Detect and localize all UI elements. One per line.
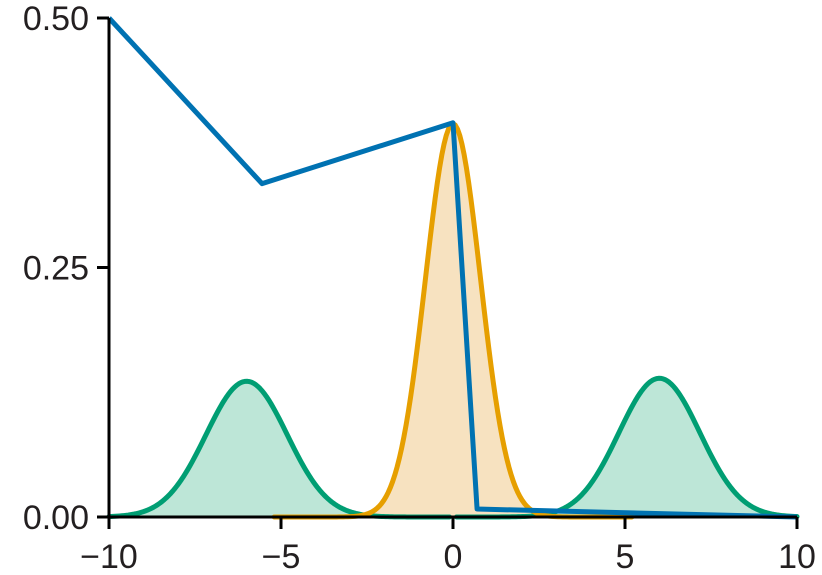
tick-layer: 0.00 0.25 0.50 −10 −5 0 5 10 (23, 0, 816, 575)
x-tick-label: 5 (616, 538, 635, 575)
series-line-2 (107, 16, 798, 520)
y-tick-label: 0.25 (23, 250, 89, 288)
y-tick-label: 0.00 (23, 499, 89, 537)
x-tick-label: −10 (80, 538, 138, 575)
density-area-1-0 (274, 123, 632, 517)
density-area-0-1 (456, 378, 797, 517)
x-tick-label: 0 (444, 538, 463, 575)
density-area-0-0 (109, 381, 450, 517)
x-tick-label: −5 (262, 538, 301, 575)
y-tick-label: 0.50 (23, 0, 89, 38)
area-layer (109, 123, 797, 517)
x-tick-label: 10 (778, 538, 816, 575)
